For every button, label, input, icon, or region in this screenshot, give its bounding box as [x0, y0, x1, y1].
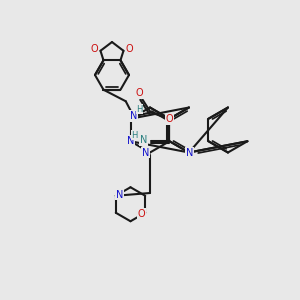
Text: O: O	[138, 209, 145, 219]
Text: H: H	[136, 105, 143, 114]
Text: N: N	[130, 111, 137, 121]
Text: N: N	[127, 136, 135, 146]
Text: N: N	[186, 148, 193, 158]
Text: N: N	[116, 190, 123, 200]
Text: O: O	[126, 44, 134, 54]
Text: O: O	[90, 44, 98, 54]
Text: O: O	[166, 115, 173, 124]
Text: O: O	[135, 88, 143, 98]
Text: N: N	[140, 135, 147, 145]
Text: N: N	[142, 148, 149, 158]
Text: H: H	[131, 130, 138, 140]
